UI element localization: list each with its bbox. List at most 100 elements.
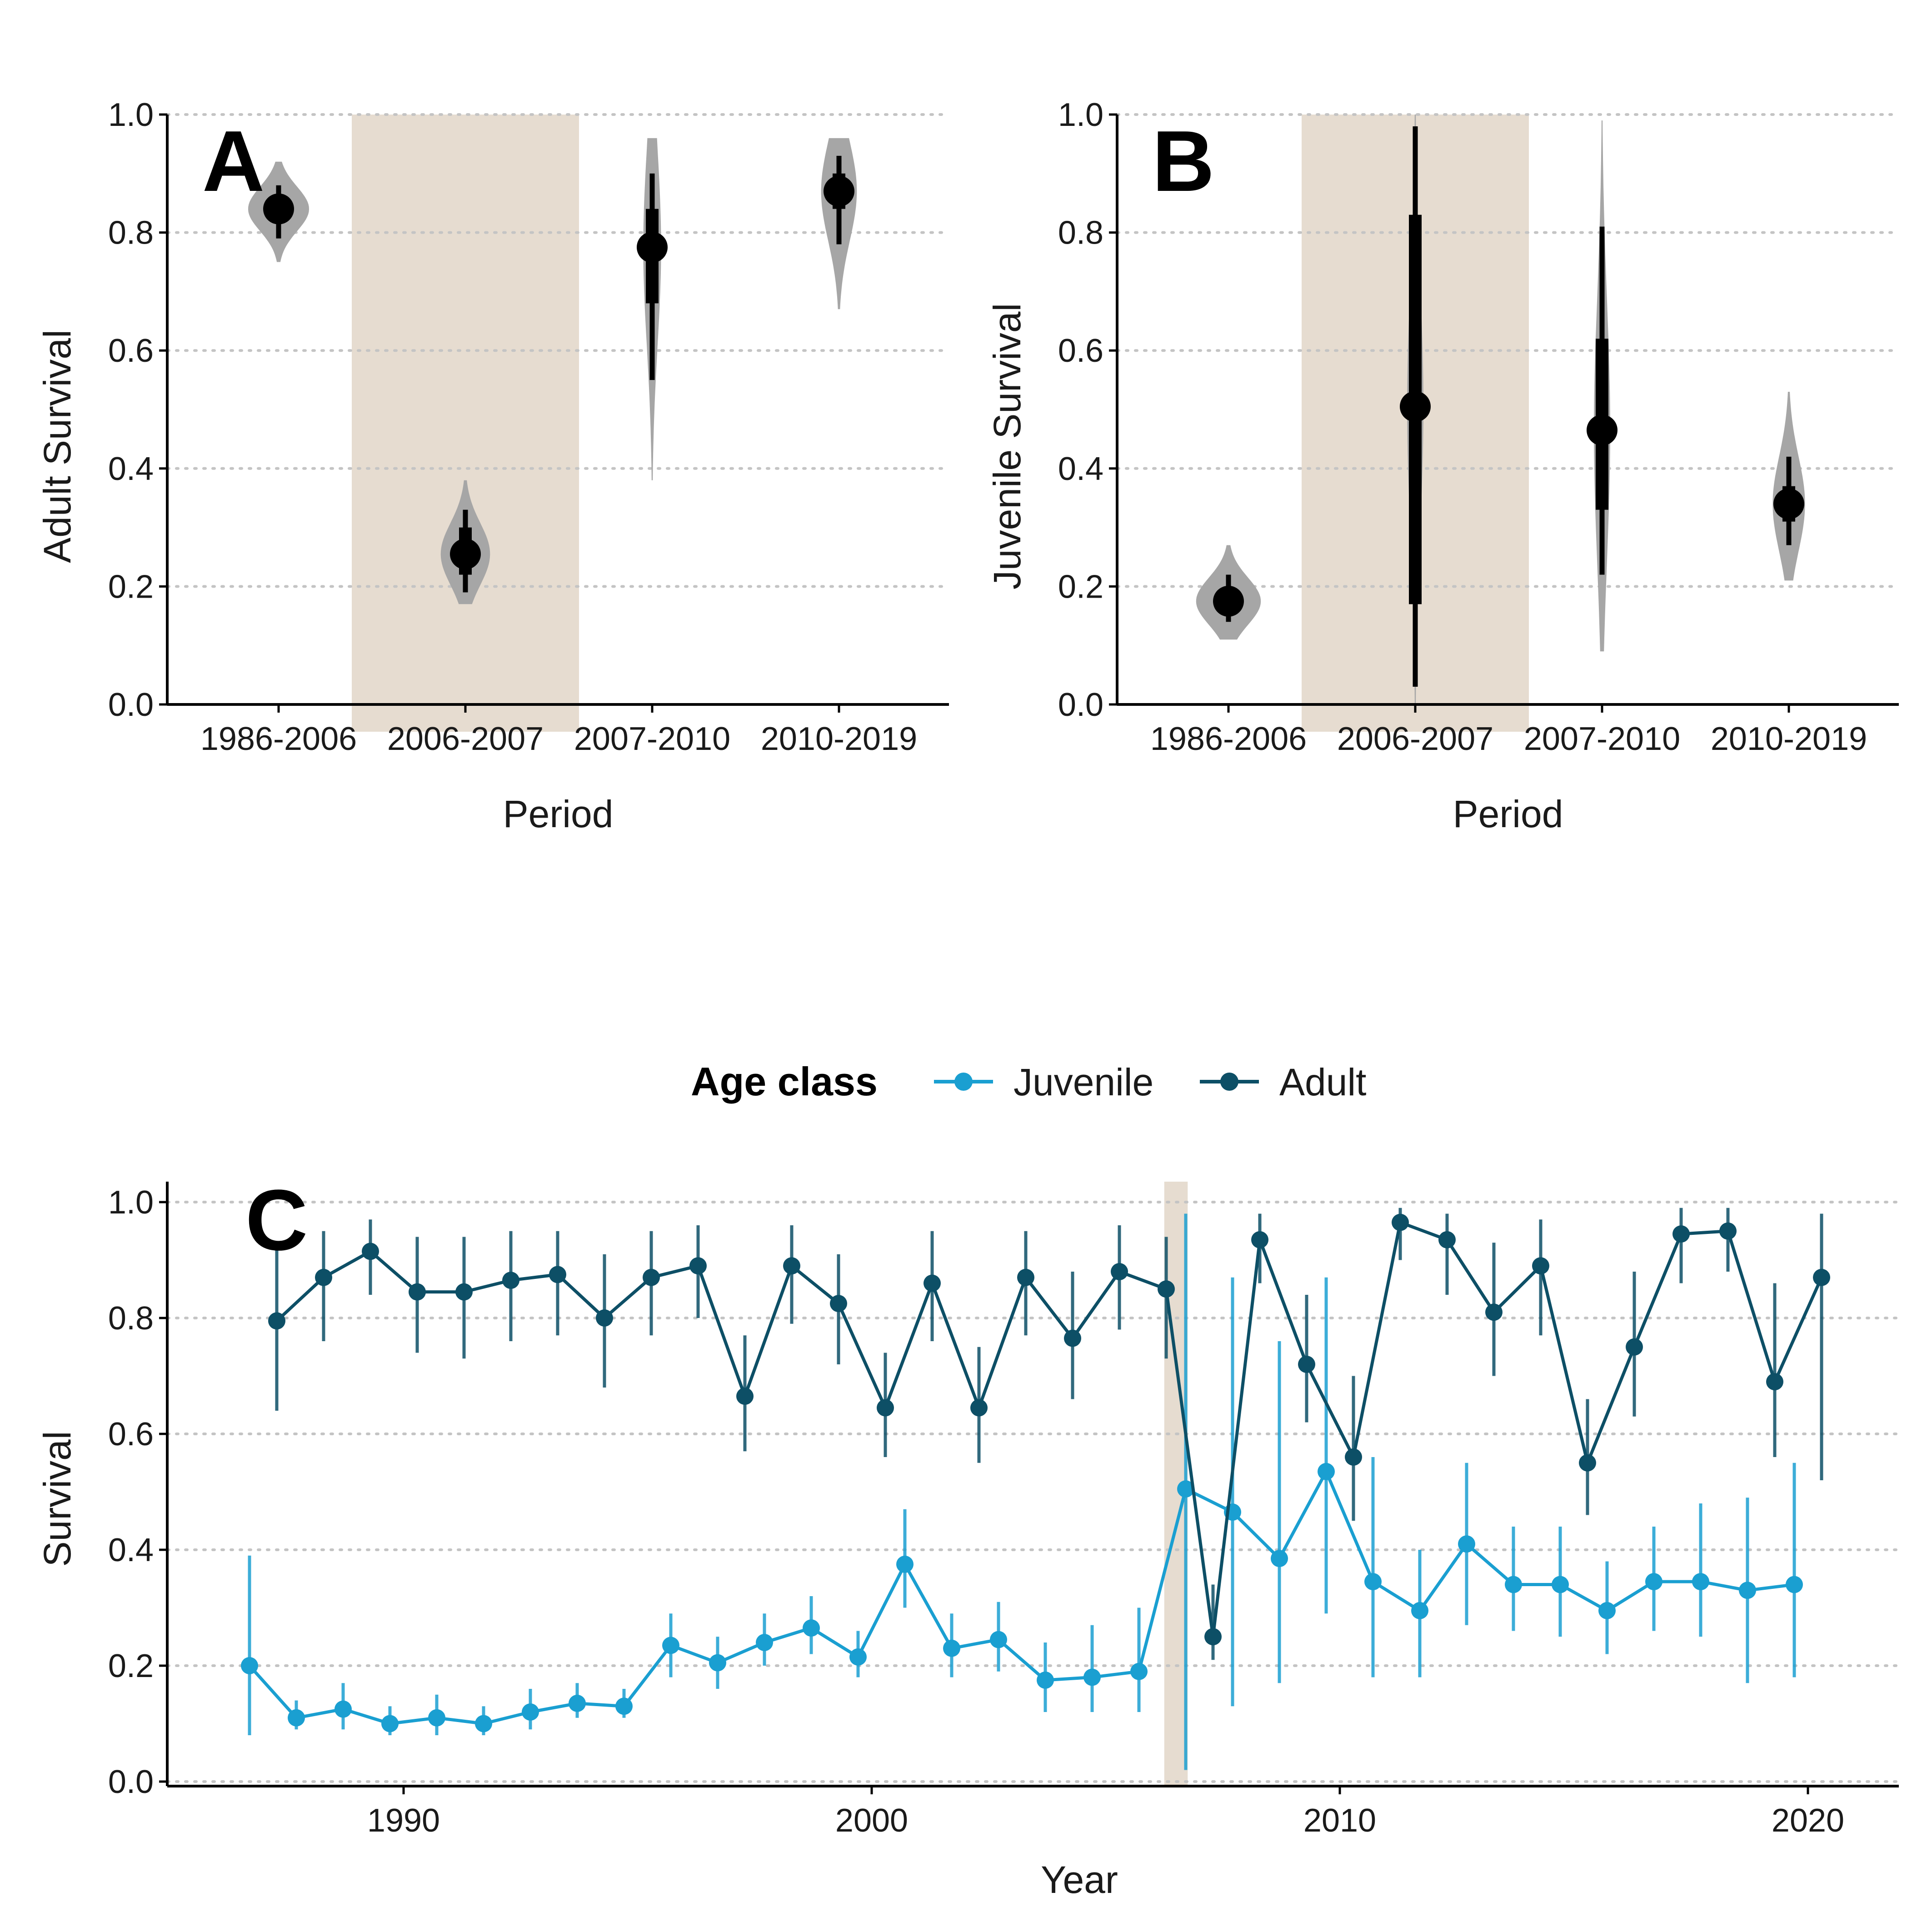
c-adult-point [502,1272,519,1289]
c-adult-point [1064,1329,1081,1347]
c-adult-point [1719,1222,1737,1240]
b-x-tick-label: 2010-2019 [1711,721,1867,757]
legend-title: Age class [691,1059,878,1104]
c-adult-point [1813,1268,1830,1286]
c-adult-point [315,1268,332,1286]
panel-a-y-title: Adult Survival [36,329,79,563]
c-juvenile-point [381,1715,399,1732]
c-juvenile-point [662,1637,679,1654]
panel-c-grid [166,1201,1900,1783]
legend-juvenile-label: Juvenile [1013,1061,1153,1103]
b-median-point-1 [1400,391,1431,422]
c-juvenile-point [288,1709,305,1727]
panel-c-axes: 0.0 0.2 0.4 0.6 0.8 1.0 1990 2000 2010 2020 [108,1182,1899,1839]
b-median-point-3 [1773,488,1804,519]
c-y-tick-label: 0.4 [108,1532,154,1568]
a-y-tick-label: 1.0 [108,97,154,133]
c-adult-point [1532,1257,1549,1275]
c-juvenile-point [241,1657,258,1674]
a-median-point-0 [263,193,294,225]
b-x-tick-label: 2007-2010 [1524,721,1680,757]
c-juvenile-point [1552,1576,1569,1593]
c-adult-point [1392,1213,1409,1231]
b-x-tick-label: 1986-2006 [1150,721,1307,757]
b-y-tick-label: 0.8 [1058,215,1103,251]
c-juvenile-point [428,1709,445,1727]
c-adult-point [455,1283,473,1301]
panel-c-letter: C [245,1172,308,1268]
c-juvenile-point [522,1703,539,1721]
c-adult-point [1298,1356,1315,1373]
c-juvenile-point [1364,1573,1382,1591]
a-y-tick-label: 0.0 [108,687,154,723]
b-y-tick-label: 0.6 [1058,333,1103,369]
panel-a: 0.0 0.2 0.4 0.6 0.8 1.0 1986-2006 2006-2007 2007… [36,97,950,835]
c-adult-point [596,1309,613,1327]
c-adult-point [877,1399,894,1417]
a-y-tick-label: 0.4 [108,451,154,487]
c-y-tick-label: 0.2 [108,1648,154,1684]
legend: Age class Juvenile Adult [691,1059,1366,1104]
c-juvenile-point [849,1648,867,1666]
c-adult-point [830,1295,847,1313]
a-x-tick-label: 2006-2007 [387,721,544,757]
c-juvenile-point [709,1654,726,1672]
c-x-tick-label: 1990 [367,1802,440,1839]
c-juvenile-point [1411,1602,1428,1619]
b-x-tick-label: 2006-2007 [1337,721,1493,757]
c-juvenile-point [334,1700,352,1718]
c-juvenile-point [990,1631,1007,1648]
a-x-tick-label: 1986-2006 [200,721,357,757]
panel-a-axes: 0.0 0.2 0.4 0.6 0.8 1.0 1986-2006 2006-2007 2007… [108,97,949,757]
c-adult-point [1017,1268,1034,1286]
c-adult-point [409,1283,426,1301]
c-juvenile-point [896,1555,914,1573]
a-median-point-1 [450,539,481,570]
a-median-point-2 [637,232,668,263]
c-juvenile-point [475,1715,492,1732]
c-adult-point [268,1312,285,1330]
c-adult-point [1766,1373,1783,1391]
panel-c-marks [241,1208,1830,1770]
panel-b: 0.0 0.2 0.4 0.6 0.8 1.0 1986-2006 2006-2007 2007… [986,97,1900,835]
c-juvenile-point [803,1619,820,1637]
c-adult-point [689,1257,707,1275]
c-juvenile-point [1037,1671,1054,1689]
panel-a-marks [248,138,857,604]
a-y-tick-label: 0.6 [108,333,154,369]
panel-b-y-title: Juvenile Survival [986,303,1028,589]
panel-b-x-title: Period [1453,793,1563,835]
panel-b-marks [1196,115,1805,704]
c-juvenile-point [1598,1602,1616,1619]
c-y-tick-label: 0.8 [108,1300,154,1337]
c-adult-point [1579,1454,1596,1472]
c-juvenile-point [1177,1480,1194,1498]
c-y-tick-label: 1.0 [108,1184,154,1221]
a-y-tick-label: 0.8 [108,215,154,251]
c-juvenile-point [1692,1573,1709,1591]
c-juvenile-point [569,1694,586,1712]
c-juvenile-point [1645,1573,1662,1591]
c-juvenile-point [1739,1582,1756,1599]
c-juvenile-point [943,1639,960,1657]
a-y-tick-label: 0.2 [108,569,154,605]
c-adult-point [1672,1225,1690,1243]
c-adult-point [1111,1263,1128,1280]
c-juvenile-point [1786,1576,1803,1593]
b-y-tick-label: 0.2 [1058,569,1103,605]
c-juvenile-point [1318,1463,1335,1480]
legend-adult-marker [1220,1073,1238,1091]
c-adult-point [1345,1448,1362,1466]
c-adult-point [1251,1231,1268,1248]
c-juvenile-line [248,1470,1795,1725]
c-x-tick-label: 2000 [835,1802,908,1839]
c-y-tick-label: 0.6 [108,1416,154,1453]
b-y-tick-label: 0.4 [1058,451,1103,487]
legend-juvenile-marker [954,1073,973,1091]
panel-b-letter: B [1152,113,1214,210]
c-adult-point [1158,1280,1175,1298]
c-juvenile-point [1458,1535,1475,1553]
c-adult-line [275,1221,1823,1638]
c-juvenile-point [1083,1668,1101,1686]
b-median-point-0 [1213,585,1244,617]
